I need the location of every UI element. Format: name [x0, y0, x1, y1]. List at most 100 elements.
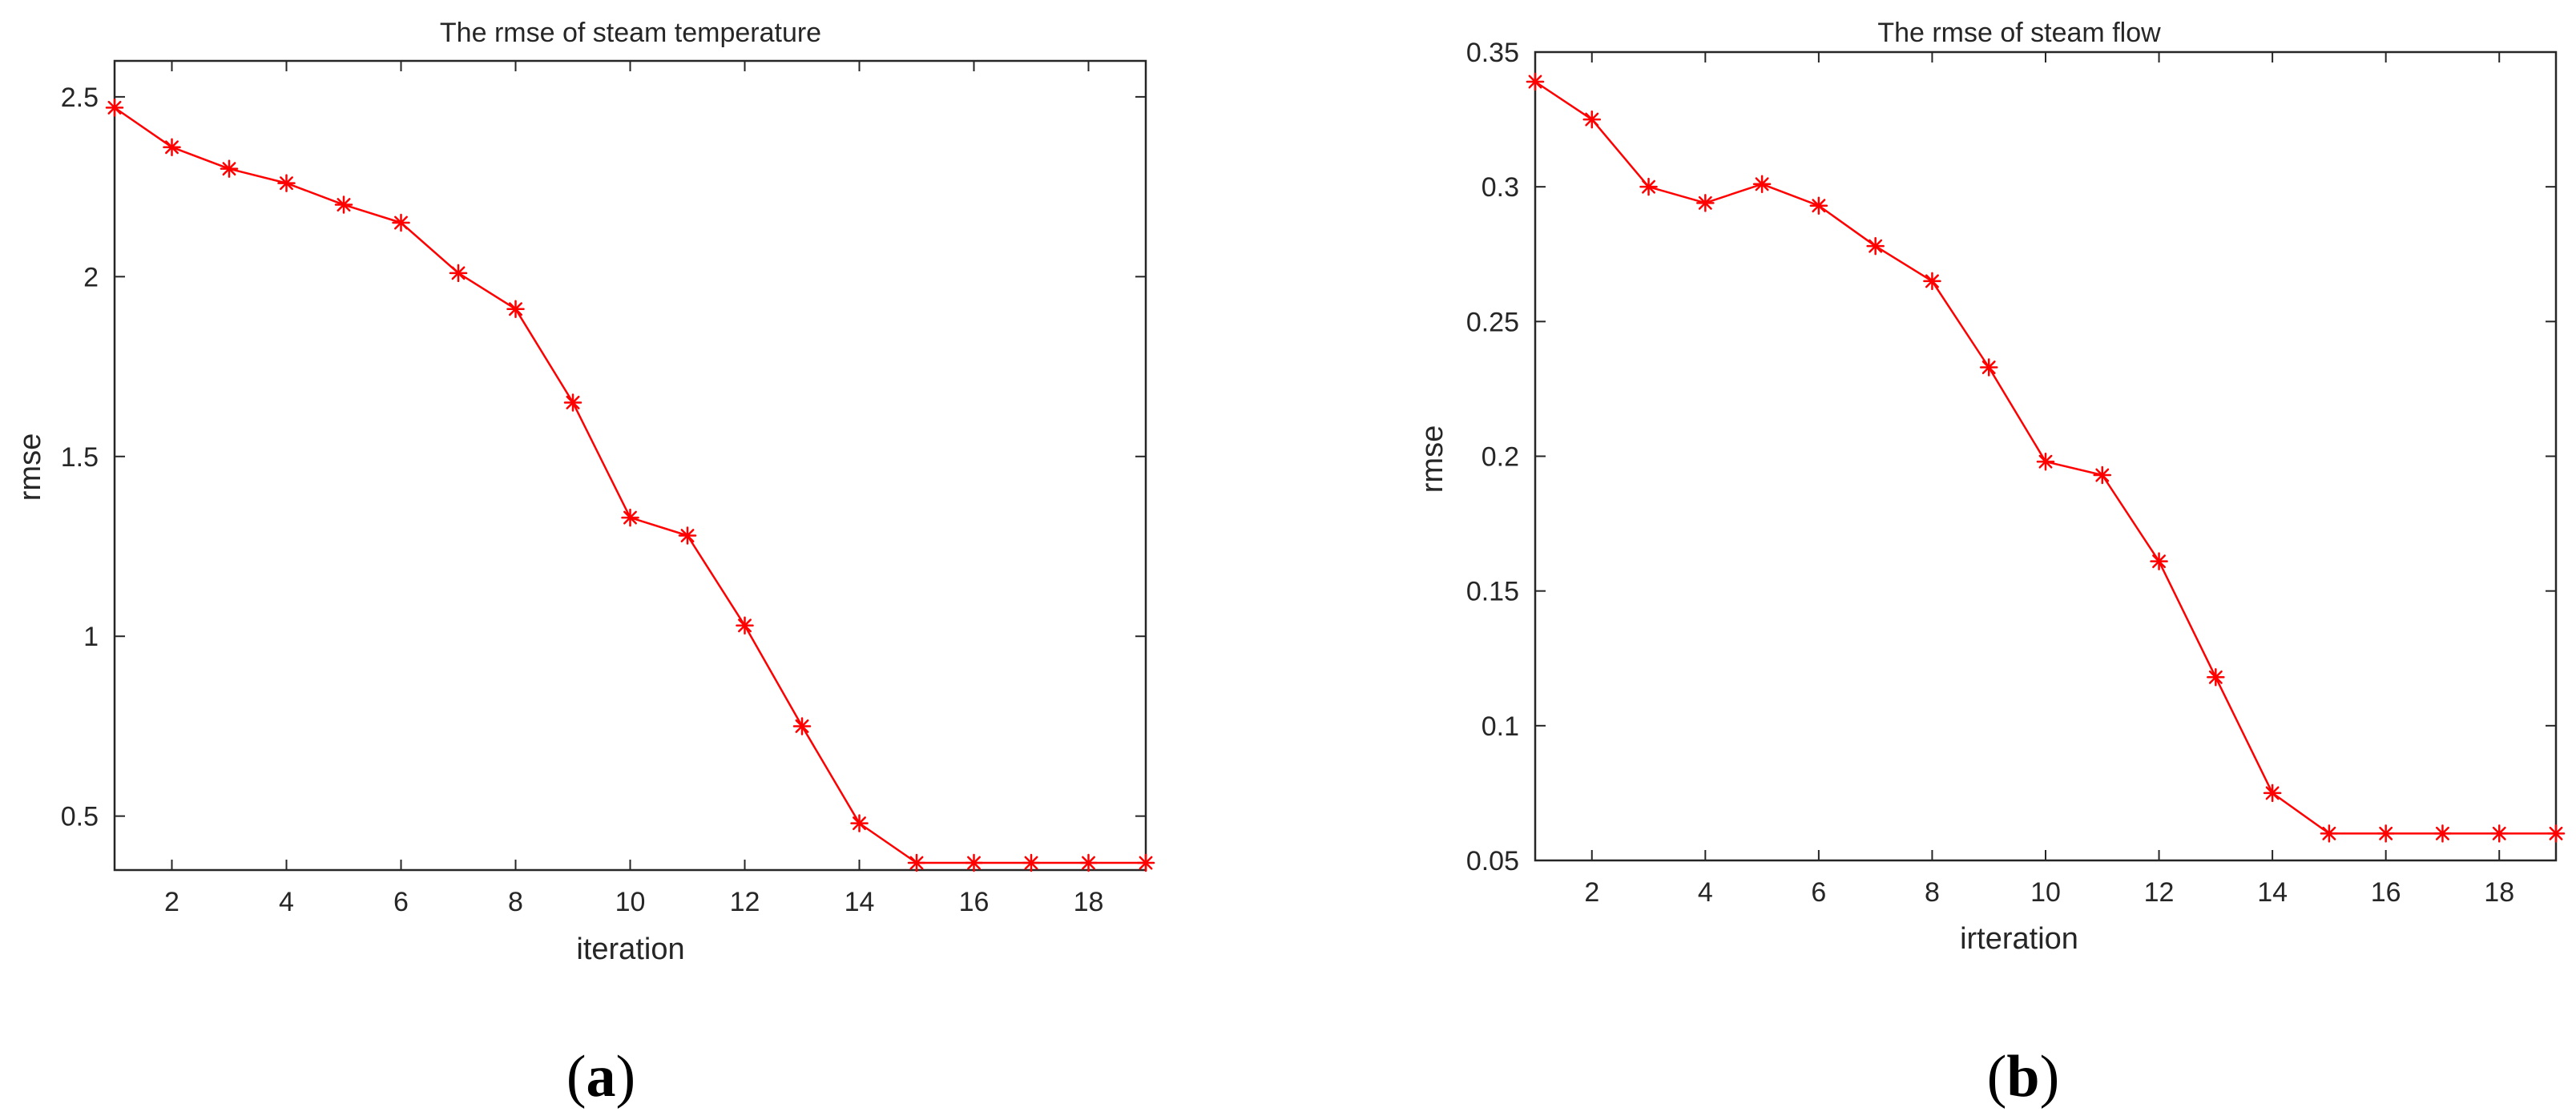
- data-point: [2150, 552, 2168, 570]
- data-point: [2093, 465, 2112, 485]
- data-point: [2546, 824, 2566, 843]
- y-tick-label: 2.5: [61, 83, 99, 113]
- plot-frame: [113, 59, 1147, 872]
- y-tick-label: 0.3: [1482, 172, 1519, 203]
- data-point-stroke: [280, 176, 293, 191]
- data-point-stroke: [1585, 112, 1599, 127]
- data-point: [1022, 853, 1041, 872]
- data-point-stroke: [222, 162, 236, 176]
- data-point-stroke: [1869, 239, 1883, 253]
- x-tick-label: 4: [279, 887, 294, 917]
- y-tick-label: 0.15: [1466, 577, 1519, 607]
- x-tick-label: 14: [845, 887, 875, 917]
- data-point: [1582, 110, 1602, 129]
- series-line: [114, 107, 1146, 864]
- data-point: [792, 717, 812, 735]
- chart-title: The rmse of steam temperature: [440, 18, 821, 48]
- data-point-stroke: [1698, 195, 1712, 210]
- y-tick-label: 0.2: [1482, 442, 1519, 473]
- data-point: [449, 264, 468, 283]
- data-point: [2263, 784, 2282, 803]
- chart-panel-a: The rmse of steam temperature iteration …: [14, 18, 1155, 1110]
- data-point-stroke: [2435, 826, 2449, 840]
- data-point-stroke: [623, 510, 637, 525]
- x-tick-label: 10: [615, 887, 646, 917]
- data-point: [1526, 72, 1545, 91]
- data-point-stroke: [2379, 826, 2393, 840]
- data-point-stroke: [451, 266, 466, 280]
- chart-panel-b: The rmse of steam flow irteration rmse (…: [1416, 18, 2566, 1110]
- data-point-stroke: [2038, 454, 2053, 469]
- data-point: [1136, 853, 1155, 872]
- x-tick-label: 18: [2484, 877, 2514, 908]
- data-point: [2036, 452, 2055, 471]
- data-point: [2320, 824, 2339, 843]
- caption-letter: a: [587, 1044, 616, 1110]
- y-tick-label: 0.35: [1466, 38, 1519, 68]
- y-tick-label: 1: [83, 622, 99, 652]
- data-point-stroke: [509, 302, 522, 316]
- x-tick-label: 8: [508, 887, 523, 917]
- data-point-stroke: [1812, 199, 1826, 213]
- data-point-stroke: [2095, 468, 2110, 482]
- data-point: [1696, 194, 1715, 212]
- x-tick-label: 10: [2030, 877, 2061, 908]
- x-tick-label: 14: [2257, 877, 2288, 908]
- x-tick-label: 6: [1811, 877, 1826, 908]
- data-point-stroke: [1642, 179, 1656, 194]
- y-tick-label: 0.1: [1482, 711, 1519, 742]
- data-point-stroke: [2492, 826, 2506, 840]
- data-point: [506, 300, 525, 318]
- panel-caption: (a): [566, 1044, 635, 1110]
- data-point: [1923, 272, 1941, 291]
- data-point-stroke: [337, 198, 351, 212]
- x-tick-label: 12: [2144, 877, 2175, 908]
- data-point-stroke: [566, 395, 580, 409]
- data-point-stroke: [738, 618, 752, 633]
- x-tick-label: 8: [1925, 877, 1940, 908]
- data-point: [220, 159, 239, 178]
- data-point-stroke: [2265, 786, 2280, 800]
- data-point-stroke: [107, 100, 122, 115]
- y-tick-label: 0.05: [1466, 846, 1519, 876]
- data-point: [2433, 824, 2452, 843]
- data-point: [1979, 358, 1998, 377]
- data-point: [850, 814, 869, 832]
- data-point-stroke: [394, 216, 408, 230]
- y-axis-label: rmse: [1416, 425, 1449, 493]
- y-tick-label: 1.5: [61, 442, 99, 473]
- data-point-stroke: [1528, 75, 1542, 89]
- data-point-stroke: [165, 140, 179, 155]
- x-tick-label: 18: [1074, 887, 1104, 917]
- data-point-stroke: [1024, 856, 1038, 870]
- y-tick-label: 2: [83, 262, 99, 292]
- data-point: [1752, 175, 1772, 194]
- data-point: [563, 393, 583, 412]
- data-point-stroke: [2152, 554, 2167, 569]
- data-point: [2376, 824, 2395, 843]
- y-tick-label: 0.5: [61, 802, 99, 832]
- data-point: [2489, 824, 2509, 843]
- data-point: [621, 508, 639, 527]
- data-point-stroke: [1139, 856, 1153, 870]
- data-point: [1639, 177, 1658, 196]
- x-tick-label: 16: [2371, 877, 2401, 908]
- data-point: [678, 526, 697, 545]
- y-tick-label: 0.25: [1466, 307, 1519, 337]
- data-point: [105, 99, 124, 117]
- x-axis-label: iteration: [576, 933, 684, 966]
- data-point: [163, 138, 181, 156]
- data-point: [2207, 668, 2225, 687]
- chart-title: The rmse of steam flow: [1877, 18, 2161, 48]
- panel-caption: (b): [1987, 1044, 2059, 1110]
- data-point: [334, 195, 353, 214]
- data-point-stroke: [909, 856, 924, 870]
- y-axis-label: rmse: [14, 433, 47, 501]
- data-point: [277, 174, 296, 192]
- x-tick-label: 2: [1584, 877, 1599, 908]
- data-point: [1079, 853, 1098, 872]
- data-point-stroke: [1082, 856, 1095, 870]
- data-point-stroke: [1925, 274, 1939, 288]
- data-point: [1866, 236, 1885, 256]
